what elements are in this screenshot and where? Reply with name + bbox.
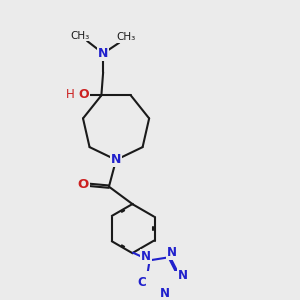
Text: N: N: [98, 47, 108, 60]
Text: N: N: [160, 287, 170, 300]
Text: CH₃: CH₃: [117, 32, 136, 42]
Text: N: N: [178, 269, 188, 282]
Text: C: C: [138, 276, 146, 289]
Text: CH₃: CH₃: [70, 31, 90, 40]
Text: N: N: [111, 153, 121, 167]
Text: O: O: [79, 88, 89, 101]
Text: N: N: [167, 246, 176, 260]
Text: O: O: [77, 178, 89, 191]
Text: N: N: [141, 250, 151, 263]
Text: H: H: [66, 88, 75, 101]
